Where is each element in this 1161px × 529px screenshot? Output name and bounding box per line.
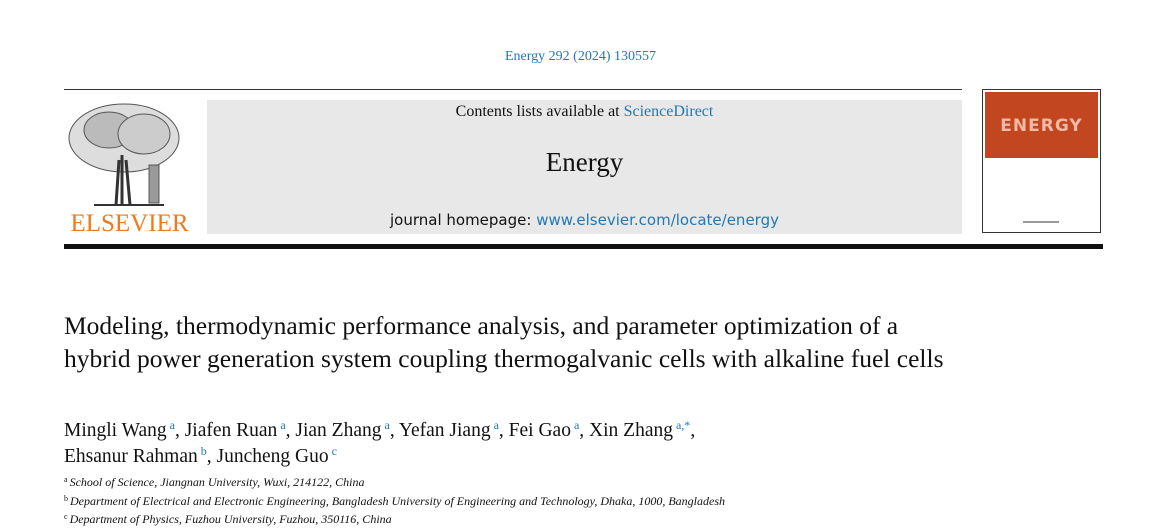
author[interactable]: Jiafen Ruan bbox=[184, 420, 278, 441]
homepage-line: journal homepage: www.elsevier.com/locat… bbox=[207, 211, 962, 229]
affiliation-b: b Department of Electrical and Electronic… bbox=[64, 494, 725, 508]
journal-reference[interactable]: Energy 292 (2024) 130557 bbox=[505, 49, 656, 64]
author[interactable]: Mingli Wang bbox=[64, 420, 167, 441]
elsevier-tree-logo bbox=[64, 100, 195, 210]
journal-name: Energy bbox=[545, 147, 624, 177]
aff-text: Department of Physics, Fuzhou University… bbox=[69, 512, 392, 526]
journal-banner: Contents lists available at ScienceDirec… bbox=[207, 100, 962, 234]
author-affiliation-mark[interactable]: b bbox=[200, 444, 207, 458]
author-list: Mingli Wang a, Jiafen Ruan a, Jian Zhang a,… bbox=[64, 418, 696, 467]
article-title: Modeling, thermodynamic performance anal… bbox=[64, 311, 944, 373]
aff-text: Department of Electrical and Electronic … bbox=[70, 494, 726, 508]
author-affiliation-mark[interactable]: a bbox=[280, 418, 286, 432]
affiliation-c: c Department of Physics, Fuzhou Universit… bbox=[64, 512, 392, 526]
aff-text: School of Science, Jiangnan University, … bbox=[69, 475, 365, 489]
aff-key: b bbox=[64, 494, 68, 503]
author[interactable]: Yefan Jiang bbox=[398, 420, 491, 441]
header-rule bbox=[64, 244, 1103, 249]
author[interactable]: Ehsanur Rahman bbox=[64, 446, 198, 467]
journal-cover-image[interactable]: ENERGY bbox=[982, 89, 1101, 233]
cover-footer bbox=[1023, 221, 1059, 223]
author-affiliation-mark[interactable]: a bbox=[493, 418, 499, 432]
contents-line: Contents lists available at ScienceDirec… bbox=[207, 103, 962, 121]
elsevier-wordmark: ELSEVIER bbox=[70, 210, 189, 237]
sciencedirect-link[interactable]: ScienceDirect bbox=[623, 103, 714, 120]
author-affiliation-mark[interactable]: a,* bbox=[675, 418, 691, 432]
author-affiliation-mark[interactable]: a bbox=[573, 418, 580, 432]
aff-key: c bbox=[64, 512, 68, 521]
divider bbox=[64, 89, 962, 90]
author[interactable]: Xin Zhang bbox=[589, 420, 673, 441]
author-affiliation-mark[interactable]: a bbox=[384, 418, 390, 432]
cover-word: ENERGY bbox=[1000, 116, 1083, 136]
affiliation-a: a School of Science, Jiangnan University,… bbox=[64, 475, 365, 489]
cover-banner: ENERGY bbox=[985, 92, 1098, 158]
author[interactable]: Fei Gao bbox=[508, 420, 571, 441]
author-affiliation-mark[interactable]: a bbox=[169, 418, 175, 432]
author-affiliation-mark[interactable]: c bbox=[331, 444, 337, 458]
homepage-link[interactable]: www.elsevier.com/locate/energy bbox=[536, 211, 779, 229]
author[interactable]: Jian Zhang bbox=[295, 420, 382, 441]
contents-prefix: Contents lists available at bbox=[455, 103, 624, 120]
aff-key: a bbox=[64, 475, 68, 484]
author[interactable]: Juncheng Guo bbox=[216, 446, 329, 467]
homepage-prefix: journal homepage: bbox=[390, 211, 537, 229]
